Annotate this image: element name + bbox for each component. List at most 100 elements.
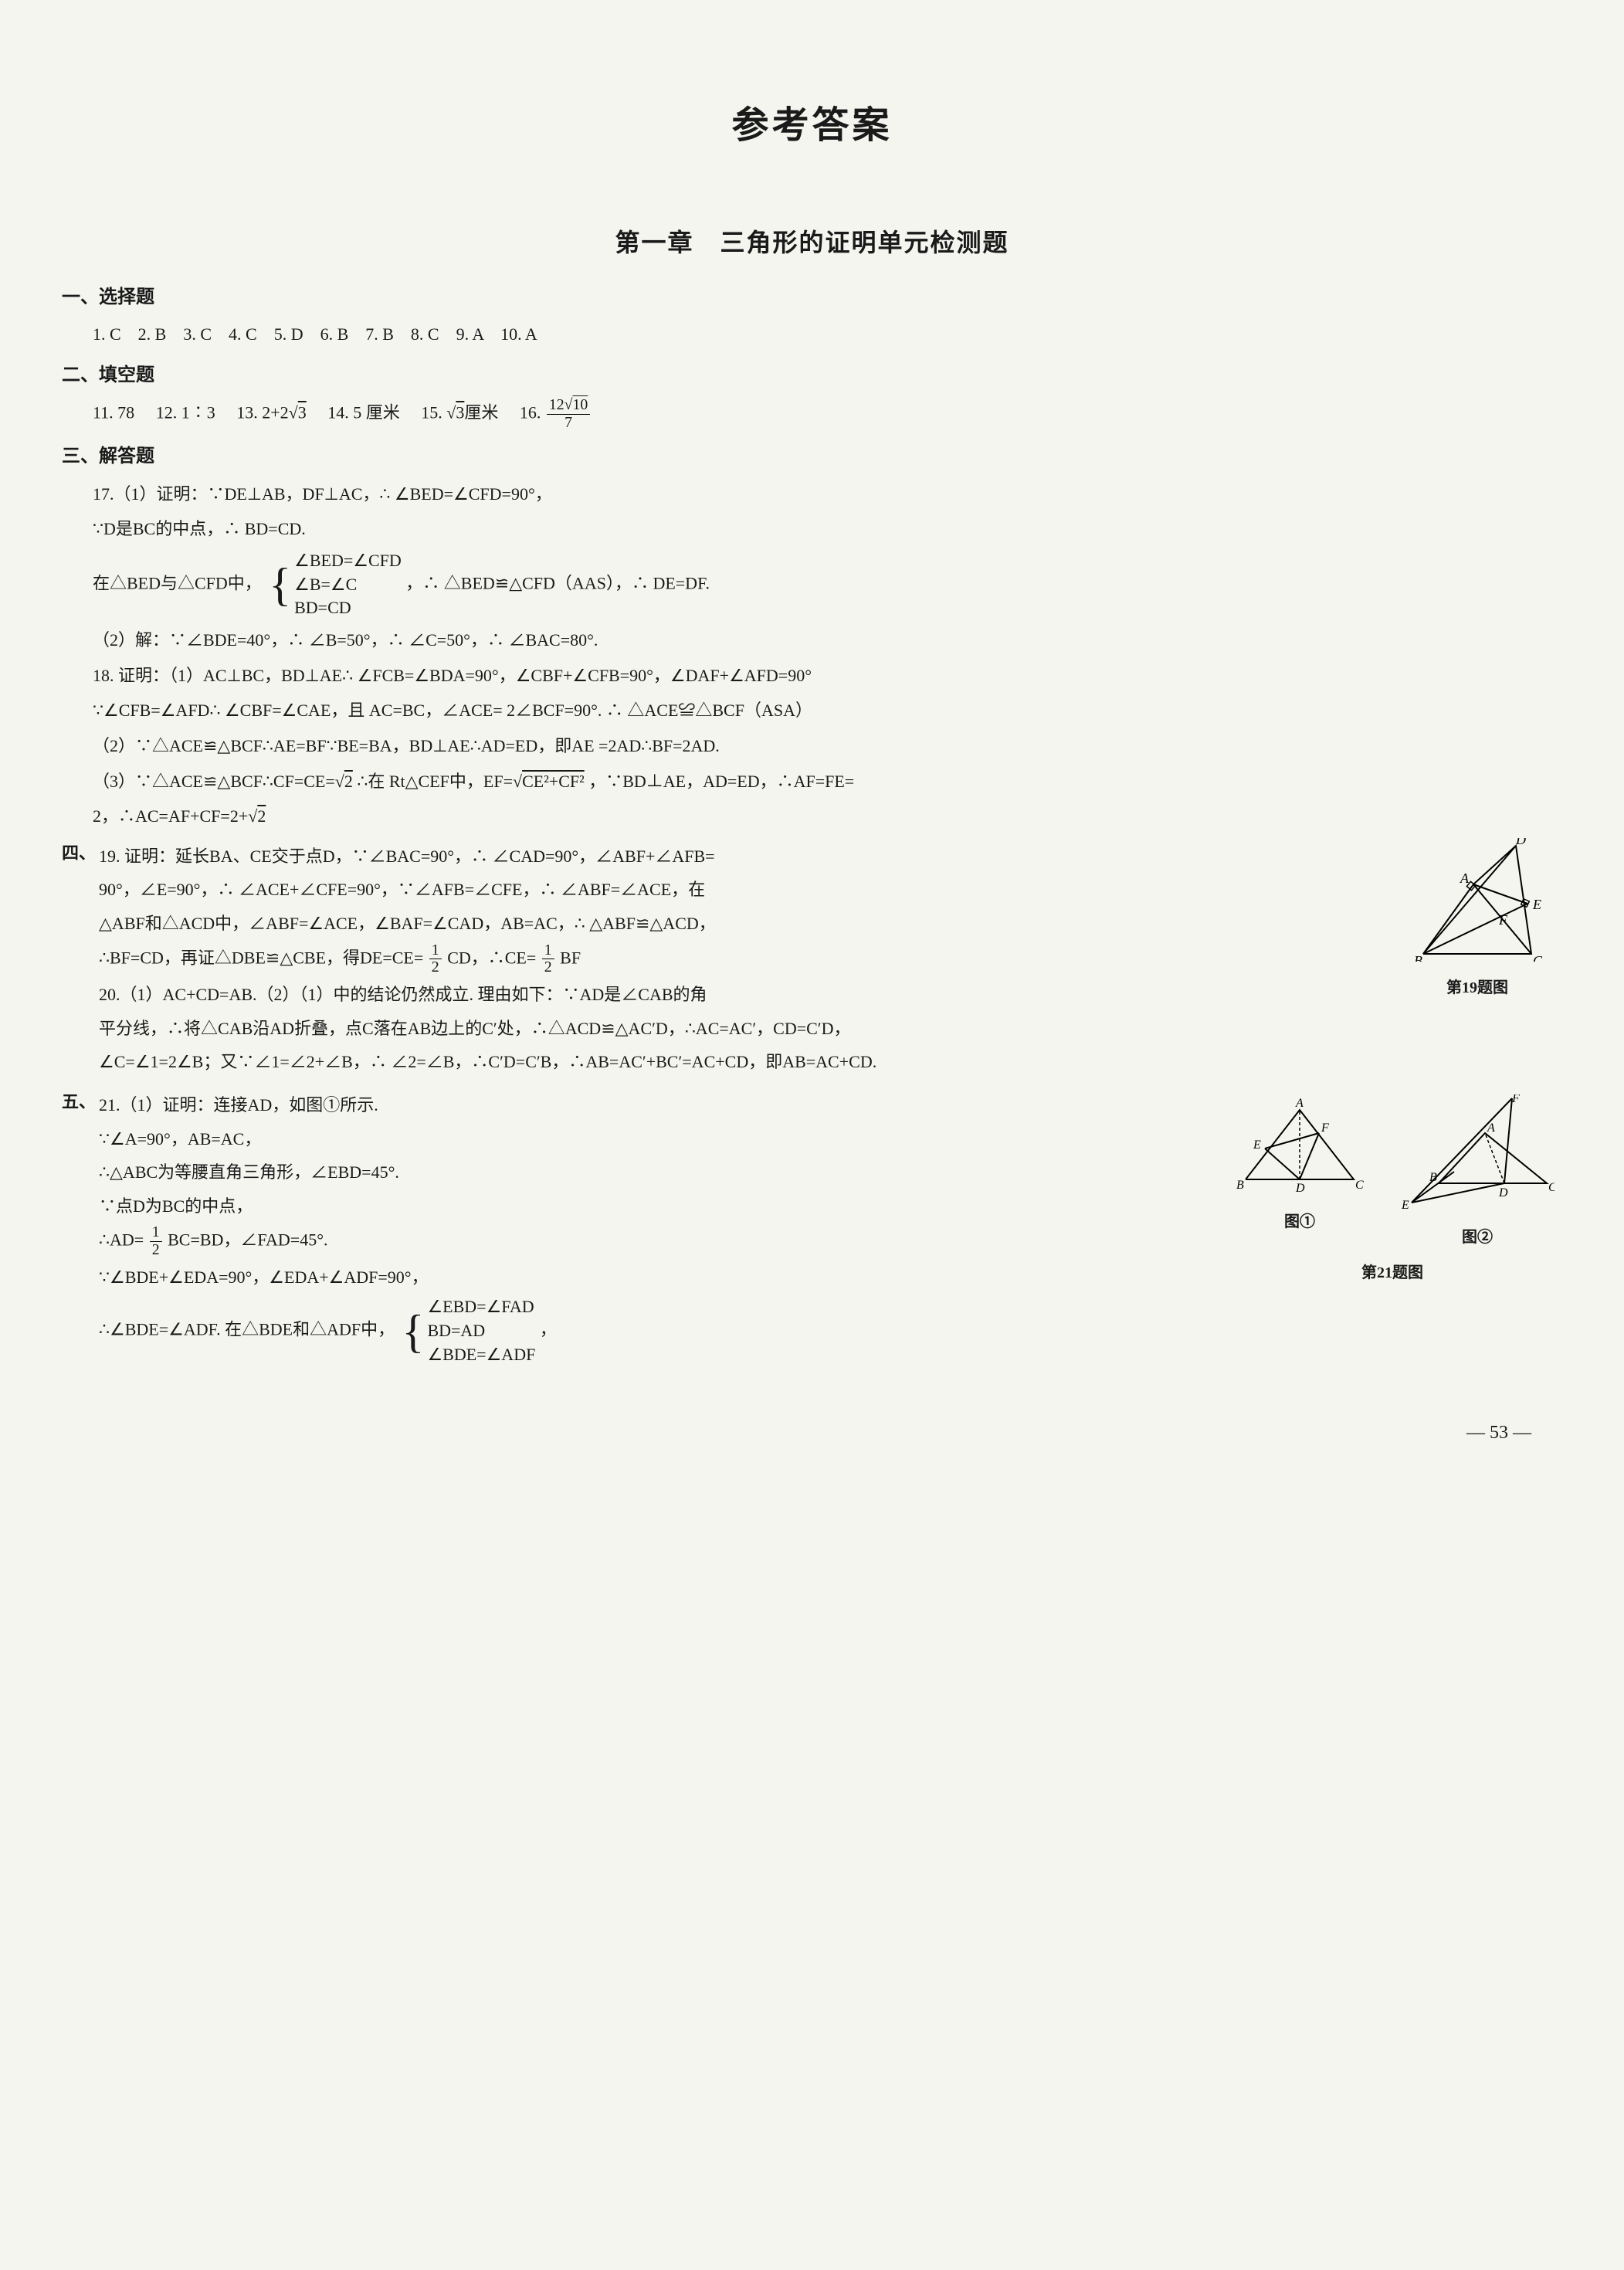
frac-den: 2 (429, 959, 442, 976)
brace-l1: ∠BED=∠CFD (294, 549, 402, 573)
brace2-l2: BD=AD (427, 1319, 535, 1343)
p18-1: 18. 证明：（1）AC⊥BC，BD⊥AE∴ ∠FCB=∠BDA=90°，∠CB… (62, 660, 1562, 691)
frac-num: 1 (429, 942, 442, 960)
svg-text:F: F (1511, 1094, 1520, 1105)
p20-3: ∠C=∠1=2∠B；又∵∠1=∠2+∠B，∴ ∠2=∠B，∴C′D=C′B，∴A… (99, 1047, 1562, 1077)
fill-answers: 11. 78 12. 1∶3 13. 2+2√3 14. 5 厘米 15. √3… (62, 397, 1562, 432)
p19-3: △ABF和△ACD中，∠ABF=∠ACE，∠BAF=∠CAD，AB=AC，∴ △… (99, 908, 1562, 939)
a16-frac: 12√107 (547, 397, 590, 432)
fig19-lC: C (1533, 953, 1543, 962)
fig19-lD: D (1515, 838, 1526, 847)
brace-l3: BD=CD (294, 596, 402, 620)
svg-text:C: C (1548, 1181, 1554, 1194)
section-5-label: 五、 (62, 1087, 96, 1118)
fig19-lE: E (1532, 897, 1541, 912)
a13-sqrt: 3 (298, 402, 307, 422)
p17-2: （2）解：∵∠BDE=40°，∴ ∠B=50°，∴ ∠C=50°，∴ ∠BAC=… (62, 625, 1562, 656)
p18-5-sqrt: 2 (257, 806, 266, 826)
p21-7-post: ， (540, 1320, 557, 1339)
svg-text:A: A (1487, 1121, 1495, 1135)
section-4: 四、 D A E F B C 第19题图 (62, 838, 1562, 1081)
brace-icon-2: { (402, 1311, 425, 1352)
p21-5a: ∴AD= (99, 1230, 144, 1250)
a16-num-pre: 12 (549, 396, 565, 413)
fig21-container: A F E B D C 图① (1230, 1087, 1554, 1287)
fig19-lB: B (1414, 953, 1422, 962)
fig21-cap2: 图② (1400, 1223, 1554, 1251)
a13-pre: 13. 2+2 (236, 402, 288, 422)
document-body: 一、选择题 1. C 2. B 3. C 4. C 5. D 6. B 7. B… (62, 281, 1562, 1370)
a16-num-sqrt: 10 (573, 396, 588, 413)
p18-3: （2）∵△ACE≌△BCF∴AE=BF∵BE=BA，BD⊥AE∴AD=ED，即A… (62, 731, 1562, 762)
a15-pre: 15. (421, 402, 446, 422)
fig19-lF: F (1498, 912, 1508, 928)
fig21-svg2: F A B E D C (1400, 1094, 1554, 1210)
mc-answers: 1. C 2. B 3. C 4. C 5. D 6. B 7. B 8. C … (62, 319, 1562, 350)
fig21-sub1: A F E B D C 图① (1230, 1094, 1369, 1251)
svg-text:B: B (1236, 1179, 1244, 1192)
p21-7-pre: ∴∠BDE=∠ADF. 在△BDE和△ADF中， (99, 1320, 395, 1339)
a12: 12. 1∶3 (156, 402, 215, 422)
p20-1: 20.（1）AC+CD=AB.（2）（1）中的结论仍然成立. 理由如下：∵AD是… (99, 979, 1562, 1010)
svg-text:E: E (1401, 1199, 1409, 1210)
brace-icon: { (269, 564, 291, 606)
p19-4: ∴BF=CD，再证△DBE≌△CBE，得DE=CE= 12 CD，∴CE= 12… (99, 942, 1562, 977)
fig21-caption: 第21题图 (1230, 1259, 1554, 1287)
p18-5a: 2，∴AC=AF+CF=2+ (93, 806, 248, 826)
page-title: 参考答案 (62, 93, 1562, 159)
p18-5: 2，∴AC=AF+CF=2+√2 (62, 801, 1562, 832)
p18-4b: ∴在 Rt△CEF中，EF= (357, 772, 513, 791)
p19-4b: CD，∴CE= (447, 948, 536, 967)
a15-sqrt: 3 (456, 402, 464, 422)
p19-1: 19. 证明：延长BA、CE交于点D，∵∠BAC=90°，∴ ∠CAD=90°，… (99, 841, 1562, 872)
frac-den2: 2 (542, 959, 554, 976)
a16-pre: 16. (520, 402, 545, 422)
fig19-svg: D A E F B C (1400, 838, 1554, 962)
brace-block-2: { ∠EBD=∠FAD BD=AD ∠BDE=∠ADF (399, 1295, 536, 1366)
svg-text:C: C (1355, 1179, 1364, 1192)
page-number: — 53 — (62, 1417, 1562, 1450)
p19-4c: BF (560, 948, 581, 967)
svg-text:A: A (1295, 1097, 1304, 1110)
brace-lines-2: ∠EBD=∠FAD BD=AD ∠BDE=∠ADF (427, 1295, 535, 1366)
svg-text:D: D (1295, 1182, 1305, 1195)
brace-l2: ∠B=∠C (294, 573, 402, 597)
fig19-container: D A E F B C 第19题图 (1400, 838, 1554, 1003)
fig19-caption: 第19题图 (1400, 974, 1554, 1002)
frac-num2: 1 (542, 942, 554, 960)
p17-brace-line: 在△BED与△CFD中， { ∠BED=∠CFD ∠B=∠C BD=CD ，∴ … (62, 549, 1562, 620)
frac-half-1: 12 (429, 942, 442, 977)
a16-den: 7 (562, 415, 575, 432)
frac-p21-den: 2 (150, 1242, 162, 1259)
p18-4: （3）∵△ACE≌△BCF∴CF=CE=√2 ∴在 Rt△CEF中，EF=√CE… (62, 766, 1562, 797)
section-5-content: A F E B D C 图① (99, 1087, 1562, 1370)
frac-p21: 12 (150, 1224, 162, 1259)
svg-text:E: E (1253, 1138, 1261, 1152)
brace-lines: ∠BED=∠CFD ∠B=∠C BD=CD (294, 549, 402, 620)
p18-4c: ，∵BD⊥AE，AD=ED，∴AF=FE= (588, 772, 854, 791)
p17-brace-pre: 在△BED与△CFD中， (93, 573, 262, 592)
p21-5b: BC=BD，∠FAD=45°. (168, 1230, 327, 1250)
fig21-sub2: F A B E D C 图② (1400, 1094, 1554, 1251)
p18-4-sqrt1: 2 (344, 772, 353, 791)
p18-4-sqrt2: CE²+CF² (522, 772, 585, 791)
p19-2: 90°，∠E=90°，∴ ∠ACE+∠CFE=90°，∵∠AFB=∠CFE，∴ … (99, 874, 1562, 905)
section-4-label: 四、 (62, 838, 96, 869)
p17-brace-post: ，∴ △BED≌△CFD（AAS），∴ DE=DF. (405, 573, 710, 592)
fig21-row: A F E B D C 图① (1230, 1094, 1554, 1251)
frac-half-2: 12 (542, 942, 554, 977)
section-2-header: 二、填空题 (62, 359, 1562, 392)
svg-text:D: D (1498, 1186, 1508, 1199)
fig19-lA: A (1460, 870, 1470, 886)
p17-line2: ∵D是BC的中点，∴ BD=CD. (62, 514, 1562, 545)
frac-p21-num: 1 (150, 1224, 162, 1242)
section-3-header: 三、解答题 (62, 440, 1562, 473)
section-4-content: D A E F B C 第19题图 19. 证明：延长BA、CE交于点D，∵∠B… (99, 838, 1562, 1081)
fig21-svg1: A F E B D C (1230, 1094, 1369, 1195)
a15-post: 厘米 (464, 402, 498, 422)
section-1-header: 一、选择题 (62, 281, 1562, 314)
brace-block: { ∠BED=∠CFD ∠B=∠C BD=CD (266, 549, 401, 620)
p20-2: 平分线，∴将△CAB沿AD折叠，点C落在AB边上的C′处，∴△ACD≌△AC′D… (99, 1013, 1562, 1044)
brace2-l1: ∠EBD=∠FAD (427, 1295, 535, 1319)
p18-4a: （3）∵△ACE≌△BCF∴CF=CE= (93, 772, 335, 791)
